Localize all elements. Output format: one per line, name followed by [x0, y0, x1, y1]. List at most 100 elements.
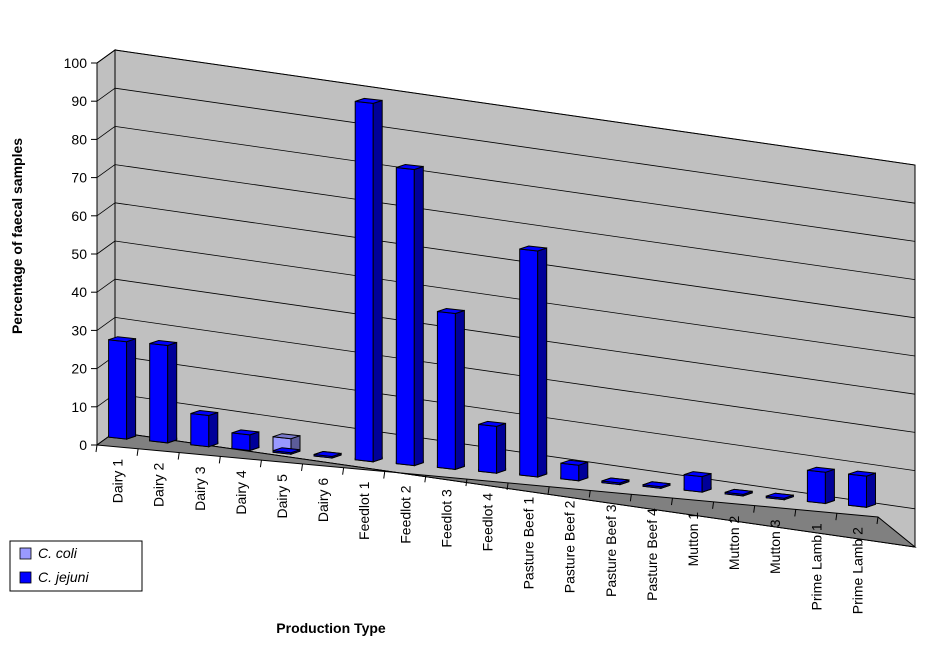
bar-c-jejuni-dairy-3 [190, 409, 219, 448]
grid-line [114, 126, 916, 242]
x-axis-title: Production Type [276, 620, 386, 636]
y-tick-label: 50 [71, 246, 87, 262]
bar-c-jejuni-pasture-beef-1 [519, 245, 548, 478]
bar-c-jejuni-mutton-3 [765, 492, 794, 501]
bar-c-jejuni-pasture-beef-4 [642, 481, 671, 489]
bar-c-jejuni-dairy-4 [231, 429, 260, 452]
y-tick-label: 30 [71, 322, 87, 338]
grid-line [114, 87, 916, 204]
y-tick-label: 70 [71, 170, 87, 186]
x-tick-label-prime-lamb-2: Prime Lamb 2 [849, 527, 865, 614]
x-tick-label-dairy-3: Dairy 3 [192, 466, 208, 511]
grid-line [114, 278, 916, 395]
x-tick-label-pasture-beef-4: Pasture Beef 4 [644, 508, 660, 601]
grid-line [114, 393, 916, 510]
bar-c-jejuni-feedlot-3 [436, 307, 465, 471]
x-tick-mark [753, 505, 756, 513]
x-tick-label-dairy-5: Dairy 5 [274, 474, 290, 519]
x-tick-mark [218, 456, 221, 464]
x-tick-mark [588, 490, 591, 498]
x-tick-mark [301, 463, 304, 472]
grid-line-side [96, 164, 116, 178]
bar-c-jejuni-dairy-2 [149, 339, 178, 444]
x-tick-label-dairy-1: Dairy 1 [110, 459, 126, 504]
x-tick-label-feedlot-4: Feedlot 4 [480, 493, 496, 552]
y-tick-label: 100 [64, 55, 88, 71]
legend-label-c-jejuni: C. jejuni [38, 569, 89, 585]
grid-line-side [96, 202, 116, 217]
legend: C. coli C. jejuni [9, 540, 143, 592]
chart-back-wall [96, 49, 916, 548]
x-tick-label-dairy-6: Dairy 6 [315, 478, 331, 523]
y-axis-title: Percentage of faecal samples [9, 138, 25, 334]
x-tick-mark [95, 444, 98, 453]
y-axis: 0 10 20 30 40 50 60 70 80 90 100 [64, 55, 98, 453]
x-tick-label-pasture-beef-2: Pasture Beef 2 [562, 500, 578, 593]
x-tick-mark [670, 497, 673, 506]
y-tick-label: 60 [71, 208, 87, 224]
grid-line-side [96, 278, 116, 293]
bar-c-jejuni-mutton-2 [724, 488, 753, 497]
x-tick-label-mutton-2: Mutton 2 [726, 515, 742, 570]
x-tick-mark [547, 486, 550, 494]
x-tick-label-feedlot-2: Feedlot 2 [397, 485, 413, 544]
bar-c-jejuni-pasture-beef-3 [601, 477, 630, 486]
x-tick-mark [794, 509, 797, 517]
legend-box [9, 540, 143, 592]
grid-lines [96, 49, 916, 548]
bar-c-jejuni-dairy-1 [108, 336, 137, 440]
x-tick-mark [424, 475, 427, 483]
x-tick-mark [629, 494, 632, 502]
grid-line [114, 164, 916, 280]
x-tick-mark [712, 501, 715, 509]
y-tick-label: 20 [71, 361, 87, 377]
grid-line-side [96, 126, 116, 140]
x-tick-mark [835, 513, 838, 521]
grid-line [114, 202, 916, 319]
grid-line [114, 317, 916, 433]
x-tick-mark [383, 471, 386, 479]
grid-line-side [96, 87, 116, 102]
x-tick-mark [876, 516, 879, 525]
grid-line [114, 355, 916, 471]
bar-c-jejuni-dairy-6 [313, 450, 342, 459]
x-tick-label-dairy-2: Dairy 2 [151, 463, 167, 508]
x-axis [95, 444, 879, 525]
legend-label-c-coli: C. coli [38, 545, 78, 561]
y-tick-label: 40 [71, 284, 87, 300]
x-tick-label-pasture-beef-1: Pasture Beef 1 [521, 497, 537, 590]
x-tick-label-feedlot-3: Feedlot 3 [438, 489, 454, 548]
legend-swatch-c-jejuni [19, 571, 32, 584]
x-tick-mark [465, 479, 468, 487]
y-tick-label: 90 [71, 93, 87, 109]
grid-line-side [96, 49, 116, 64]
grid-line-side [96, 317, 116, 331]
grid-line [114, 240, 916, 357]
legend-swatch-c-coli [19, 547, 32, 560]
x-tick-label-feedlot-1: Feedlot 1 [356, 481, 372, 540]
x-tick-label-pasture-beef-3: Pasture Beef 3 [603, 504, 619, 597]
x-tick-label-prime-lamb-1: Prime Lamb 1 [808, 523, 824, 610]
x-tick-label-mutton-1: Mutton 1 [685, 512, 701, 567]
bar-c-jejuni-prime-lamb-1 [806, 466, 835, 505]
x-tick-mark [342, 467, 345, 475]
x-tick-label-dairy-4: Dairy 4 [233, 470, 249, 515]
bar-c-jejuni-dairy-5 [272, 447, 301, 455]
bar-c-jejuni-pasture-beef-2 [560, 459, 589, 482]
x-tick-mark [259, 460, 262, 468]
y-tick-label: 0 [79, 437, 87, 453]
grid-line [114, 49, 916, 166]
grid-line-side [96, 240, 116, 255]
bars [108, 97, 876, 508]
bar-c-jejuni-feedlot-1 [354, 97, 383, 463]
x-tick-mark [506, 482, 509, 490]
y-tick-label: 80 [71, 131, 87, 147]
x-tick-mark [136, 448, 139, 456]
x-tick-mark [177, 452, 180, 460]
bar-c-jejuni-prime-lamb-2 [848, 470, 876, 508]
category-labels: Dairy 1 Dairy 2 Dairy 3 Dairy 4 Dairy 5 Dairy… [110, 459, 866, 615]
bar-c-jejuni-mutton-1 [683, 471, 712, 493]
x-tick-label-mutton-3: Mutton 3 [767, 519, 783, 574]
y-tick-label: 10 [71, 399, 87, 415]
